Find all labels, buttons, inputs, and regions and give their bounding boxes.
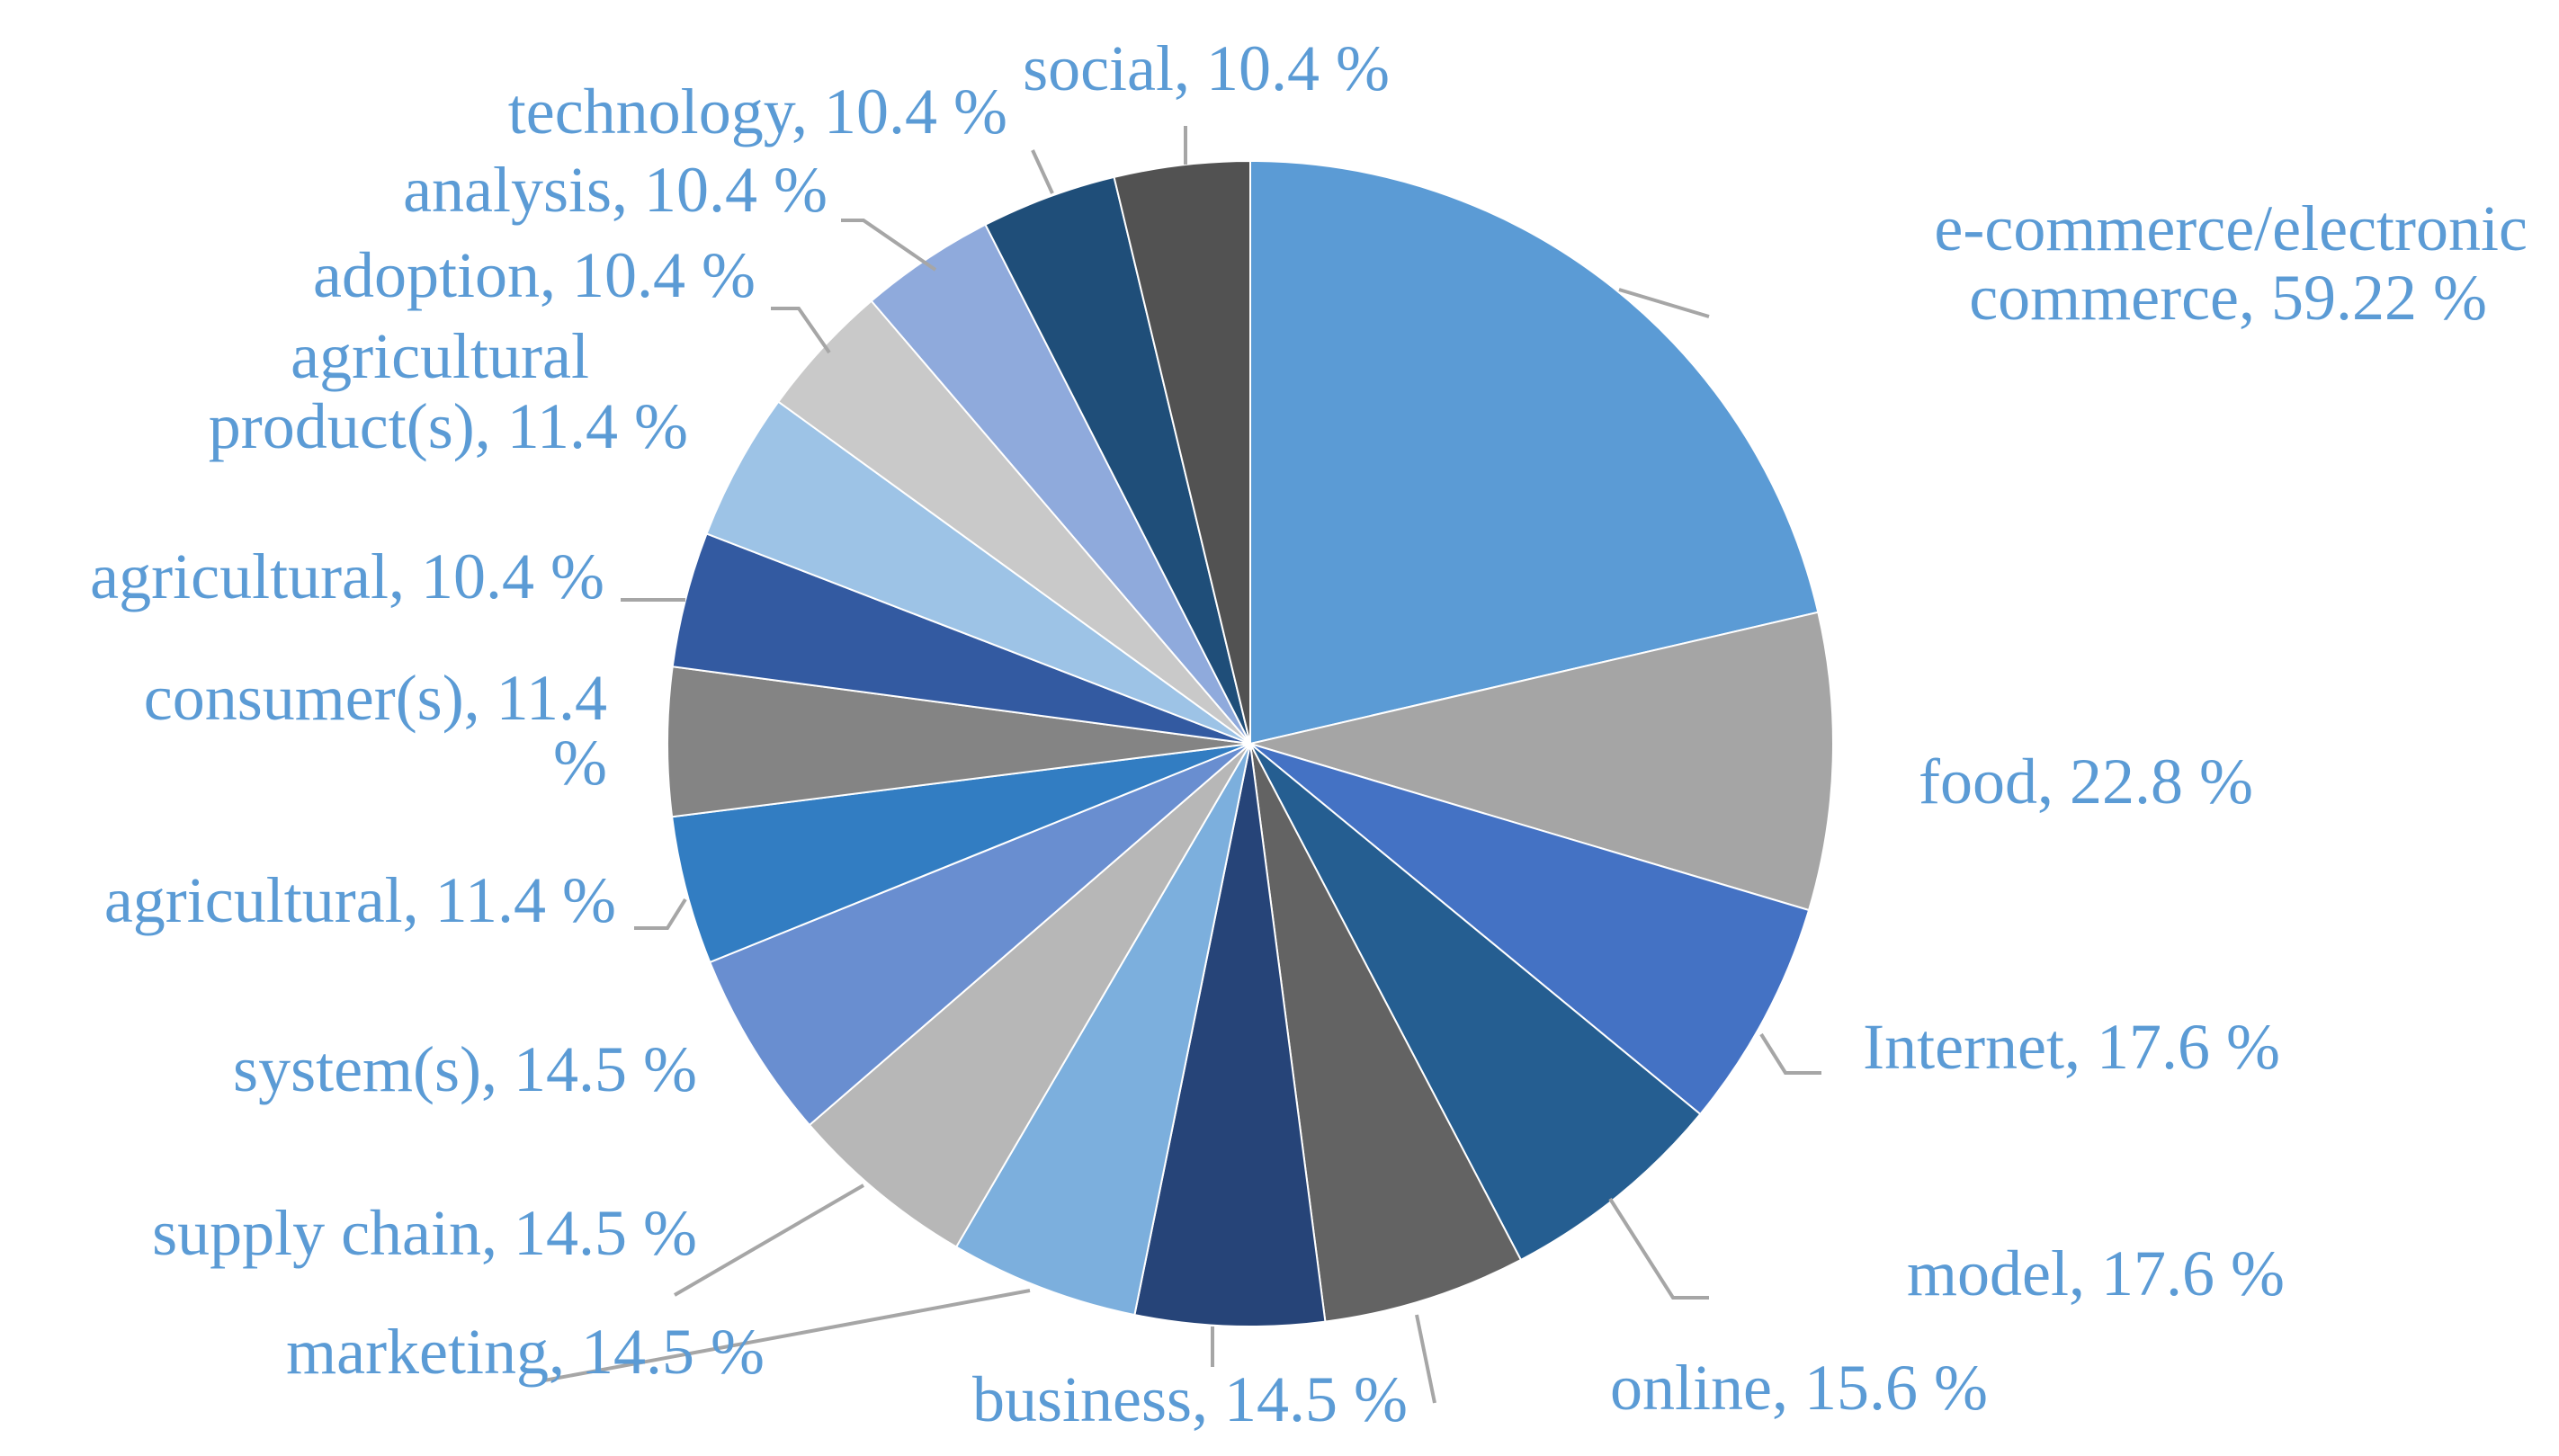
slice-data-label: agricultural, 11.4 %	[104, 864, 616, 936]
leader-line	[1415, 1314, 1436, 1404]
slice-data-label: technology, 10.4 %	[508, 76, 1007, 147]
pie-slice	[1249, 743, 1811, 1116]
slice-data-label: supply chain, 14.5 %	[152, 1197, 697, 1269]
pie-slice	[1113, 159, 1251, 745]
slice-data-label: analysis, 10.4 %	[403, 154, 828, 226]
leader-line	[673, 1184, 865, 1297]
slice-data-label: online, 15.6 %	[1610, 1352, 1988, 1424]
slice-data-label: %	[553, 727, 607, 799]
leader-line	[1759, 1032, 1821, 1075]
pie-slice	[1249, 743, 1523, 1323]
leader-line	[1608, 1197, 1709, 1300]
slice-data-label: Internet, 17.6 %	[1863, 1011, 2280, 1083]
slice-data-label: social, 10.4 %	[1023, 32, 1390, 104]
pie-slice	[708, 743, 1251, 1127]
slice-data-label: adoption, 10.4 %	[313, 239, 756, 311]
slice-data-label: product(s), 11.4 %	[209, 390, 688, 462]
pie-slice	[954, 743, 1251, 1317]
slice-data-label: food, 22.8 %	[1919, 746, 2253, 817]
pie-slice	[1247, 611, 1835, 912]
pie-slice	[1133, 743, 1327, 1327]
slice-data-label: system(s), 14.5 %	[233, 1033, 697, 1105]
pie-slice	[1249, 743, 1702, 1262]
slice-data-label: business, 14.5 %	[972, 1363, 1408, 1435]
leader-line	[771, 307, 831, 354]
pie-slice	[1249, 159, 1820, 746]
slice-data-label: marketing, 14.5 %	[286, 1316, 765, 1388]
pie-slices	[667, 159, 1835, 1327]
slice-data-label: consumer(s), 11.4	[144, 662, 607, 734]
pie-slice	[808, 743, 1251, 1248]
leader-lines	[543, 126, 1821, 1404]
leader-line	[543, 1289, 1031, 1382]
leader-line	[634, 898, 687, 930]
leader-line	[1031, 149, 1054, 194]
slice-data-label: model, 17.6 %	[1907, 1237, 2285, 1309]
leader-line	[1618, 288, 1710, 318]
slice-data-label: commerce, 59.22 %	[1969, 262, 2487, 334]
slice-data-label: e-commerce/electronic	[1934, 192, 2528, 264]
slice-data-label: agricultural	[291, 320, 589, 392]
leader-line	[841, 219, 937, 272]
slice-data-label: agricultural, 10.4 %	[90, 540, 604, 612]
